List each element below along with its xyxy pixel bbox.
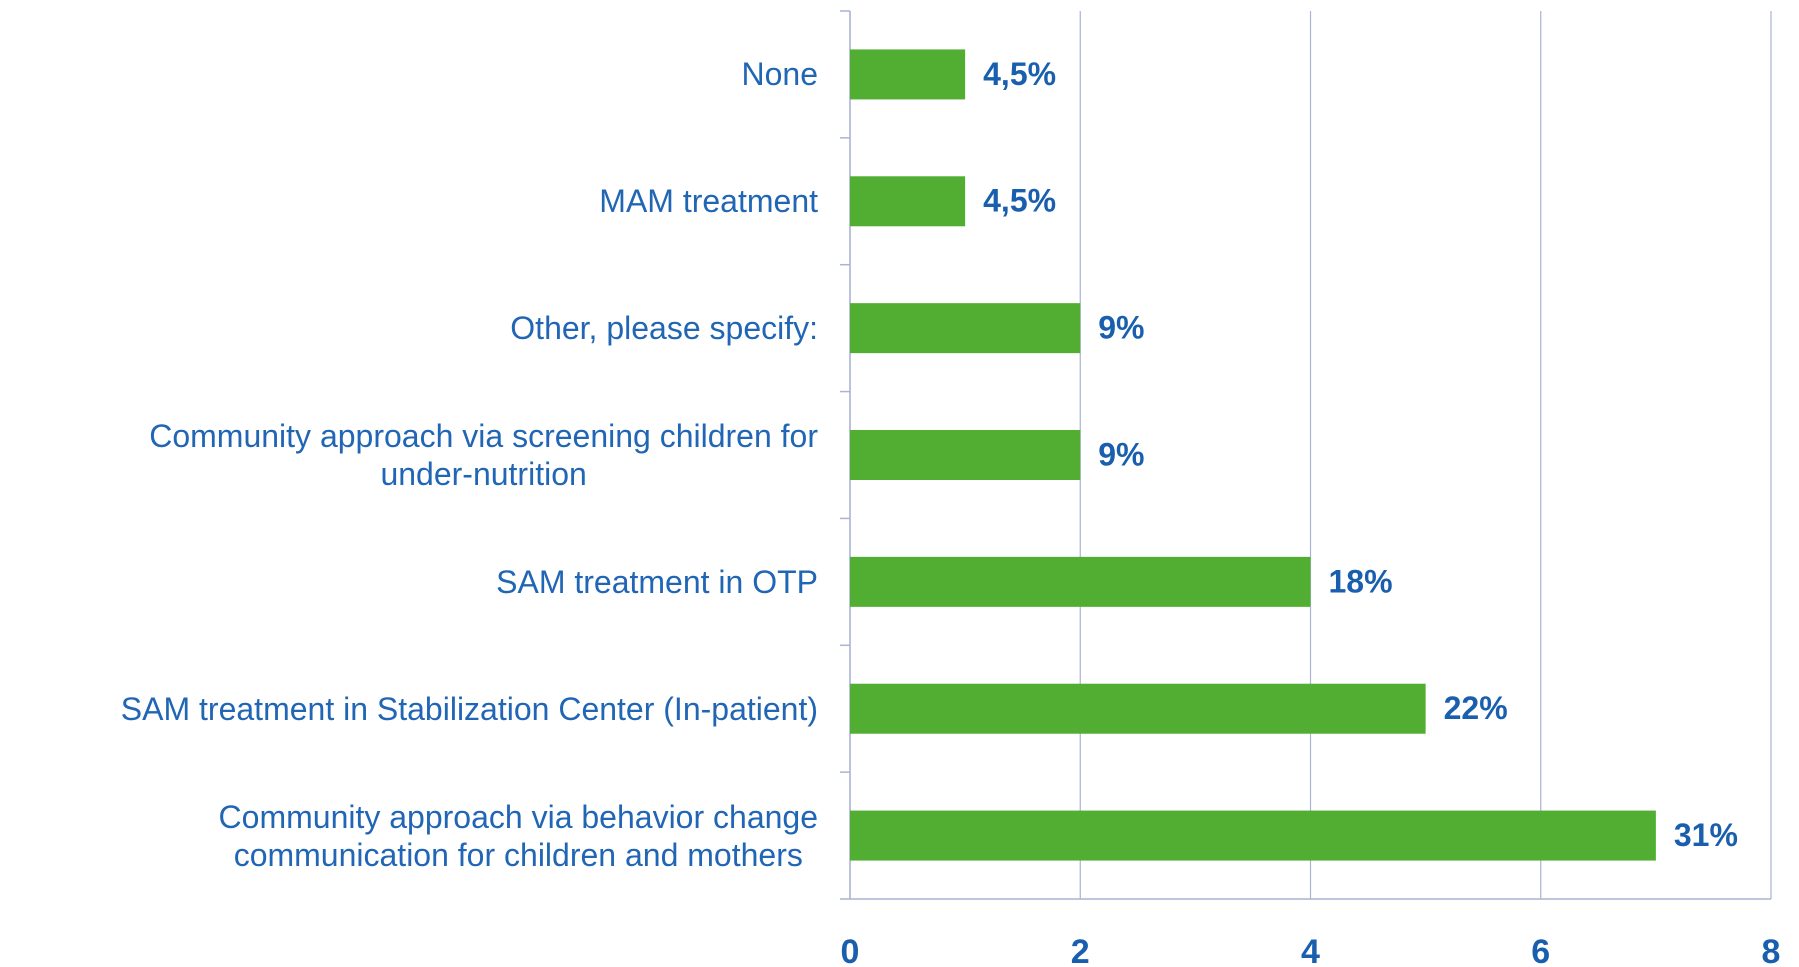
category-label: None <box>741 56 819 93</box>
bar <box>850 303 1081 354</box>
x-tick-label: 8 <box>1762 933 1781 967</box>
category-label: SAM treatment in OTP <box>496 563 818 600</box>
data-label: 4,5% <box>983 56 1056 92</box>
data-label: 9% <box>1098 436 1144 472</box>
category-label: SAM treatment in Stabilization Center (I… <box>120 690 818 727</box>
category-label: Community approach via behavior change c… <box>218 798 818 873</box>
data-label: 22% <box>1444 690 1508 726</box>
bar <box>850 430 1081 480</box>
data-label: 18% <box>1329 563 1393 599</box>
x-tick-label: 2 <box>1071 933 1090 967</box>
x-tick-label: 4 <box>1301 933 1320 967</box>
category-label: Other, please specify: <box>510 310 818 347</box>
data-label: 31% <box>1674 817 1738 853</box>
bar <box>850 176 966 227</box>
category-label: MAM treatment <box>599 183 818 220</box>
data-label: 4,5% <box>983 183 1056 219</box>
category-label: Community approach via screening childre… <box>149 418 818 492</box>
bar <box>850 683 1426 734</box>
data-label: 9% <box>1098 310 1144 346</box>
x-tick-label: 6 <box>1531 933 1550 967</box>
bar <box>850 810 1656 861</box>
bar <box>850 49 966 100</box>
x-tick-label: 0 <box>841 933 860 967</box>
bar <box>850 556 1311 607</box>
